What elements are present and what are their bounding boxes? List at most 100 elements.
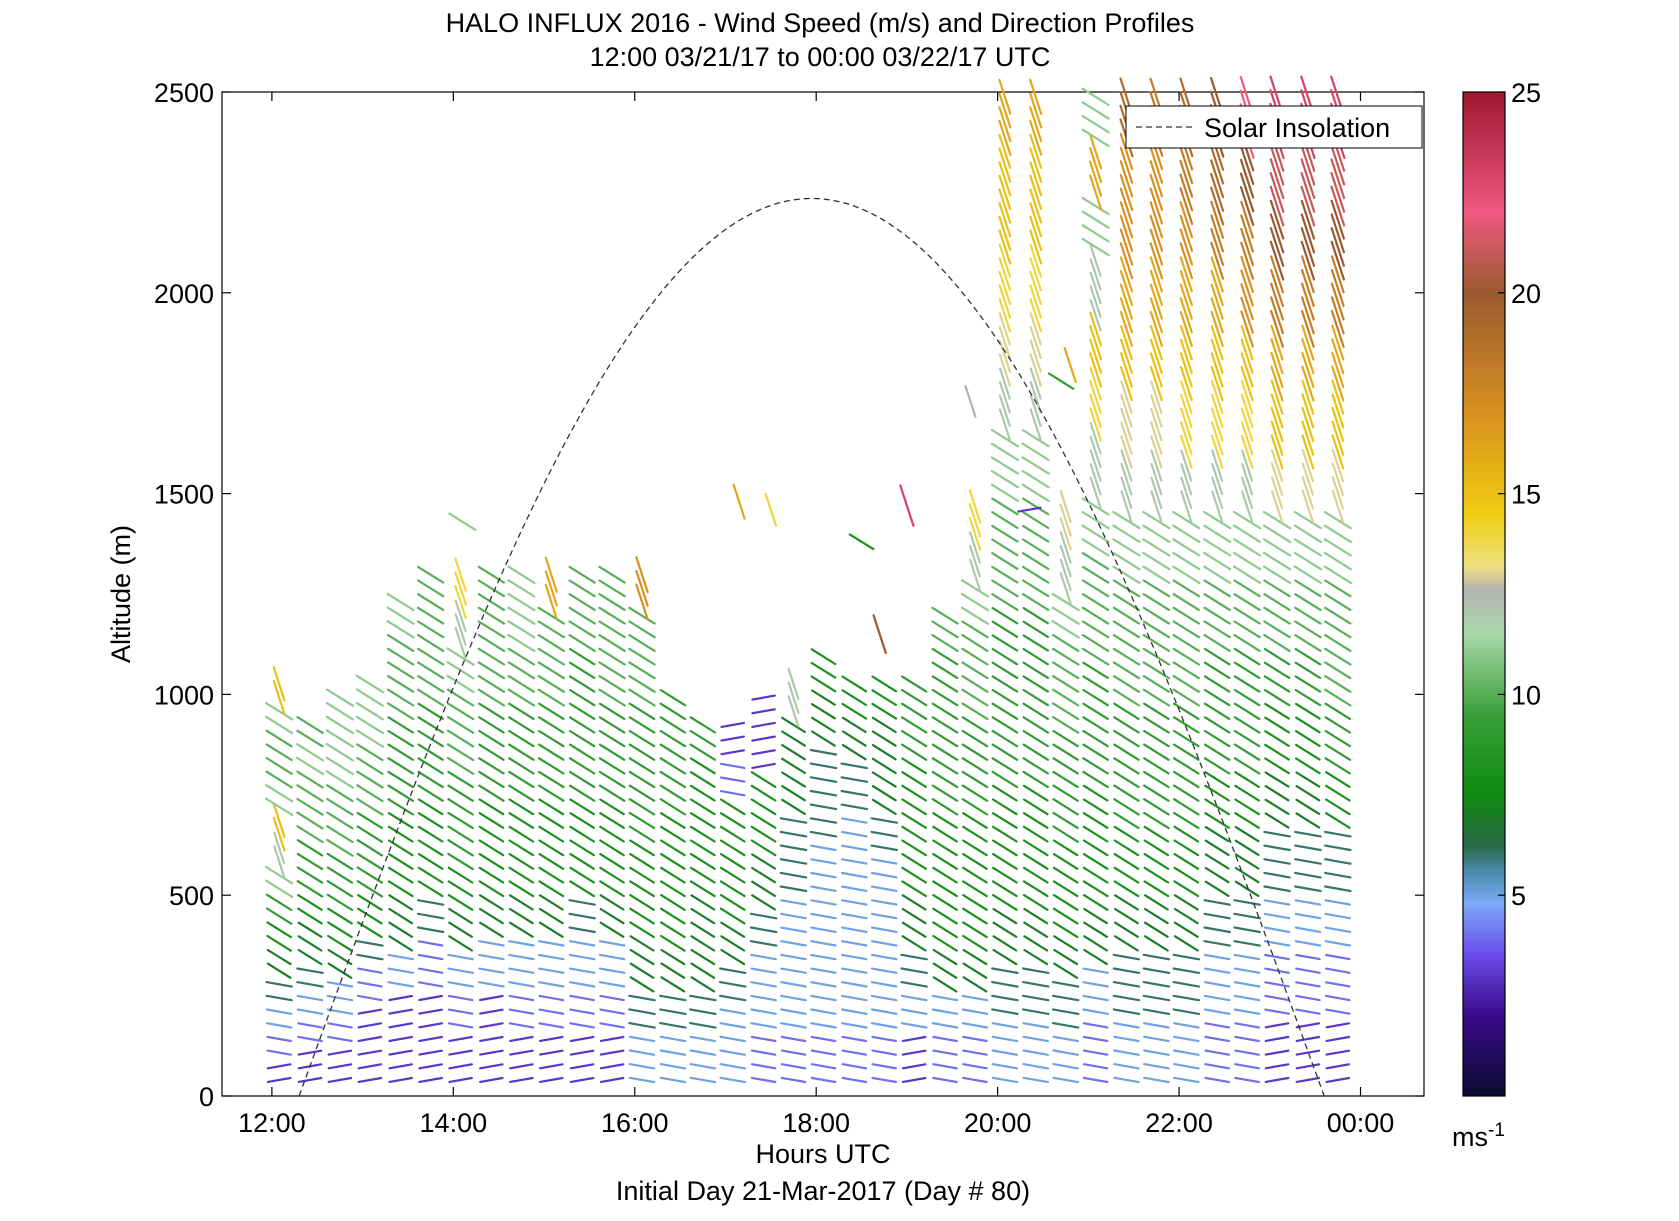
wind-barb [1021,483,1050,502]
wind-barb [840,885,868,893]
wind-barb [568,912,596,920]
wind-barb [1295,798,1321,816]
wind-barb [569,812,596,829]
wind-barb [1142,980,1171,988]
wind-barb [1052,907,1079,925]
wind-barb [1052,784,1079,802]
wind-barb [599,1008,625,1015]
wind-barb [478,967,505,974]
wind-barb [296,980,324,988]
wind-barb [446,715,475,734]
wind-barb [991,716,1019,734]
wind-barb [477,633,506,653]
wind-barb [1082,675,1109,693]
wind-barb [780,1035,807,1043]
wind-barb [447,798,474,816]
wind-barb [598,702,626,721]
wind-barb [931,661,959,680]
wind-barb [1150,380,1163,414]
wind-barb [1294,858,1322,865]
wind-barb [659,770,687,789]
wind-barb [1300,240,1316,281]
wind-barb [870,1022,898,1029]
wind-barb [960,606,990,625]
wind-barb [1233,729,1261,748]
wind-barb [1264,1022,1290,1029]
wind-barb [1262,565,1292,585]
wind-barb [454,626,467,660]
wind-barb [1240,366,1254,402]
wind-barb [1082,893,1109,911]
wind-barb [1022,770,1050,789]
wind-barb [1295,981,1321,988]
wind-barb [356,866,384,884]
wind-barb [1323,565,1352,585]
wind-barb [266,1049,292,1056]
wind-barb [932,1076,958,1084]
wind-barb [1172,1076,1200,1084]
wind-barb [1294,743,1321,761]
wind-barb [1233,702,1261,721]
wind-barb [787,667,800,701]
wind-barb [871,1049,898,1056]
wind-barb [508,812,535,829]
wind-barb [1021,967,1050,975]
wind-barb [1119,352,1133,388]
wind-barb [689,852,716,870]
wind-barb [841,743,867,761]
wind-barb [1295,967,1321,974]
wind-barb [1203,661,1231,680]
wind-barb [1210,186,1225,226]
wind-barb [507,661,536,680]
wind-barb [1269,185,1285,227]
wind-barb [1143,894,1169,911]
wind-barb [991,743,1019,761]
wind-barb [810,871,837,879]
wind-barb [1022,825,1049,843]
wind-barb [598,593,626,612]
wind-barb [1142,606,1171,625]
wind-barb [1082,981,1109,988]
wind-barb [1089,271,1102,305]
wind-barb [1295,994,1321,1002]
wind-barb [1052,866,1079,884]
wind-barb [327,934,353,952]
wind-barbs [265,75,1352,1084]
wind-barb [598,967,626,974]
wind-barb [991,688,1019,707]
wind-barb [1263,620,1291,639]
wind-barb [901,894,927,911]
chart-title: HALO INFLUX 2016 - Wind Speed (m/s) and … [446,8,1195,38]
wind-barb [478,729,505,748]
wind-barb [1234,880,1260,898]
wind-barb [266,934,292,952]
wind-barb [1051,592,1080,612]
wind-barb [998,133,1012,169]
wind-barb [297,1035,323,1043]
wind-barb [870,817,899,824]
wind-barb [840,830,868,838]
wind-barb [1021,552,1050,571]
wind-barb [1324,757,1352,775]
wind-barb [537,743,565,761]
wind-barb [1269,199,1285,240]
wind-barb [628,1076,656,1084]
wind-barb [689,866,716,884]
wind-barb [296,866,324,884]
wind-barb [266,1076,292,1084]
wind-barb [478,716,505,734]
wind-barb [1210,325,1224,361]
wind-barb [1029,257,1043,292]
wind-barb [1029,78,1043,115]
wind-barb [1059,503,1072,537]
wind-barb [628,633,656,653]
wind-barb [1263,940,1291,947]
wind-barb [1142,551,1171,571]
wind-barb [720,721,746,729]
wind-barb [1081,114,1110,134]
wind-barb [870,953,898,961]
wind-barb [1324,940,1352,947]
wind-barb [1022,688,1050,707]
wind-barb [1232,510,1262,530]
y-tick-label: 1500 [154,480,214,510]
